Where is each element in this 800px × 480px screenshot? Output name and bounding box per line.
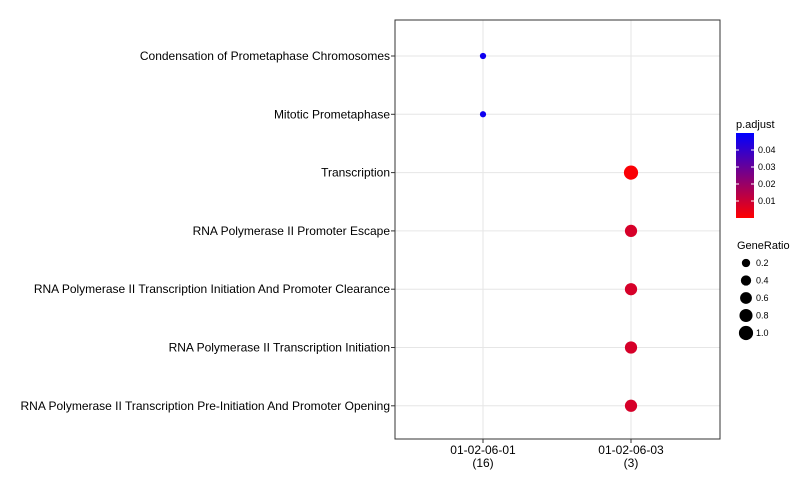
y-tick-label: RNA Polymerase II Transcription Initiati… (34, 282, 390, 296)
color-legend: p.adjust 0.01 0.02 0.03 0.04 (736, 119, 776, 218)
x-tick-label: 01-02-06-03 (598, 443, 664, 457)
size-legend-label: 0.6 (756, 293, 769, 303)
size-legend-key (739, 308, 753, 323)
size-legend-key (738, 325, 754, 341)
plot-panel-border (394, 19, 721, 440)
data-point (624, 224, 638, 238)
data-point (624, 341, 638, 354)
y-tick-label: RNA Polymerase II Promoter Escape (193, 224, 391, 238)
x-tick-count: (16) (472, 456, 493, 470)
x-tick-count: (3) (624, 456, 639, 470)
size-legend-label: 0.2 (756, 258, 769, 268)
data-point (624, 283, 638, 296)
y-tick-label: RNA Polymerase II Transcription Pre-Init… (20, 399, 390, 413)
colorbar (736, 133, 754, 218)
size-legend-key (740, 292, 752, 304)
data-point (624, 399, 638, 412)
size-legend: GeneRatio 0.2 0.4 0.6 0.8 1.0 (737, 240, 790, 341)
x-axis: 01-02-06-01(16) 01-02-06-03(3) (450, 439, 664, 470)
size-legend-key (741, 258, 751, 268)
y-tick-label: Transcription (321, 166, 390, 180)
x-tick-label: 01-02-06-01 (450, 443, 516, 457)
data-point (623, 165, 639, 180)
data-point (479, 111, 487, 118)
points-layer (479, 52, 639, 412)
colorbar-ticks: 0.01 0.02 0.03 0.04 (736, 145, 776, 206)
size-legend-keys: 0.2 0.4 0.6 0.8 1.0 (738, 258, 769, 341)
colorbar-tick-label: 0.03 (758, 162, 776, 172)
colorbar-tick-label: 0.01 (758, 196, 776, 206)
size-legend-label: 0.8 (756, 311, 769, 321)
size-legend-key (740, 275, 752, 286)
size-legend-label: 0.4 (756, 276, 769, 286)
size-legend-title: GeneRatio (737, 240, 790, 252)
colorbar-tick-label: 0.04 (758, 145, 776, 155)
y-axis: Condensation of Prometaphase Chromosomes… (20, 49, 395, 413)
grid-lines (395, 20, 720, 439)
size-legend-label: 1.0 (756, 328, 769, 338)
y-tick-label: RNA Polymerase II Transcription Initiati… (169, 341, 390, 355)
colorbar-tick-label: 0.02 (758, 179, 776, 189)
color-legend-title: p.adjust (736, 119, 775, 131)
y-tick-label: Condensation of Prometaphase Chromosomes (140, 49, 390, 63)
data-point (479, 52, 487, 60)
y-tick-label: Mitotic Prometaphase (274, 107, 390, 121)
